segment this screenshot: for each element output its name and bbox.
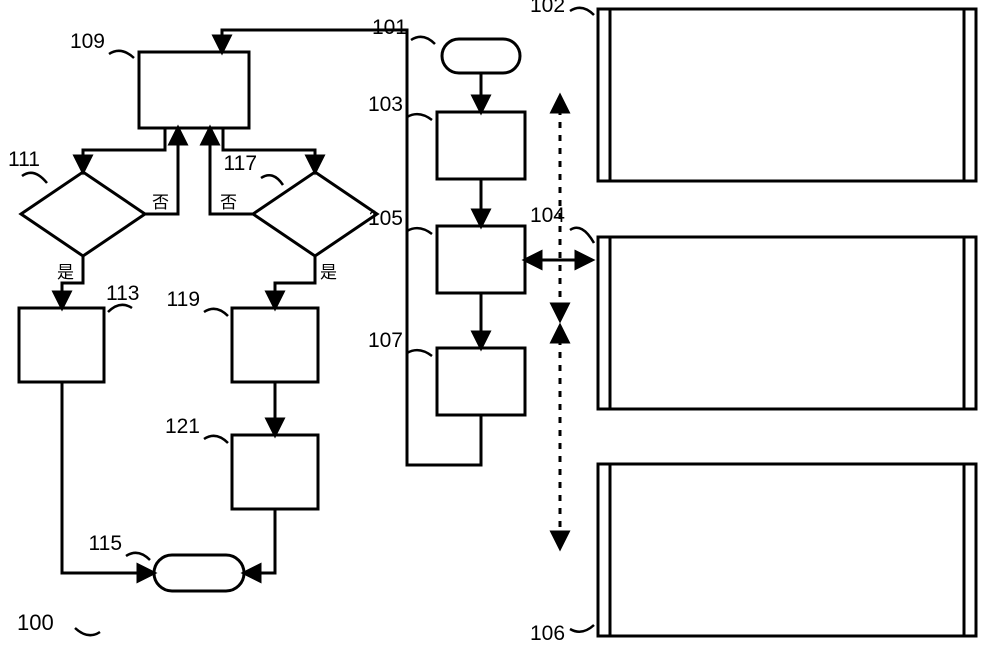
leader-119: [204, 309, 228, 316]
leader-103: [407, 114, 432, 120]
lbl-101: 101: [372, 16, 407, 39]
terminator-101: [442, 39, 520, 73]
process-121: [232, 435, 318, 509]
leader-113: [108, 305, 132, 312]
leader-102: [570, 8, 594, 15]
leader-121: [204, 436, 228, 443]
leader-104: [570, 228, 594, 243]
leader-100: [75, 628, 100, 635]
terminator-115: [154, 555, 244, 591]
decision-111: [21, 172, 145, 256]
label-111-yes: 是: [57, 263, 74, 282]
lbl-111: 111: [8, 148, 40, 171]
lbl-102: 102: [530, 0, 565, 17]
leader-101: [411, 37, 435, 44]
leader-111: [22, 173, 47, 183]
edge-121-115: [244, 509, 275, 573]
lbl-117: 117: [224, 152, 257, 175]
lbl-109: 109: [70, 30, 105, 53]
decision-117: [253, 172, 377, 256]
edge-109-111: [83, 128, 165, 172]
lbl-113: 113: [106, 282, 139, 305]
lbl-103: 103: [368, 93, 403, 116]
label-117-yes: 是: [320, 263, 337, 282]
edge-117-yes-119: [275, 256, 315, 308]
leader-109: [109, 51, 134, 58]
process-103: [437, 112, 525, 179]
leader-115: [126, 553, 150, 560]
label-111-no: 否: [152, 193, 169, 212]
lbl-100: 100: [17, 610, 54, 635]
label-117-no: 否: [220, 193, 237, 212]
panel-106: [598, 464, 976, 636]
leader-106: [570, 625, 594, 632]
lbl-106: 106: [530, 622, 565, 645]
leader-107: [407, 350, 432, 356]
lbl-121: 121: [165, 415, 200, 438]
panel-104: [598, 237, 976, 409]
lbl-105: 105: [368, 207, 403, 230]
process-109: [139, 52, 249, 128]
process-105: [437, 226, 525, 293]
process-107: [437, 348, 525, 415]
lbl-115: 115: [89, 532, 122, 555]
process-119: [232, 308, 318, 382]
panel-102: [598, 9, 976, 181]
leader-117: [261, 175, 283, 185]
lbl-107: 107: [368, 329, 403, 352]
process-113: [19, 308, 104, 382]
lbl-119: 119: [167, 288, 200, 311]
leader-105: [407, 228, 432, 234]
